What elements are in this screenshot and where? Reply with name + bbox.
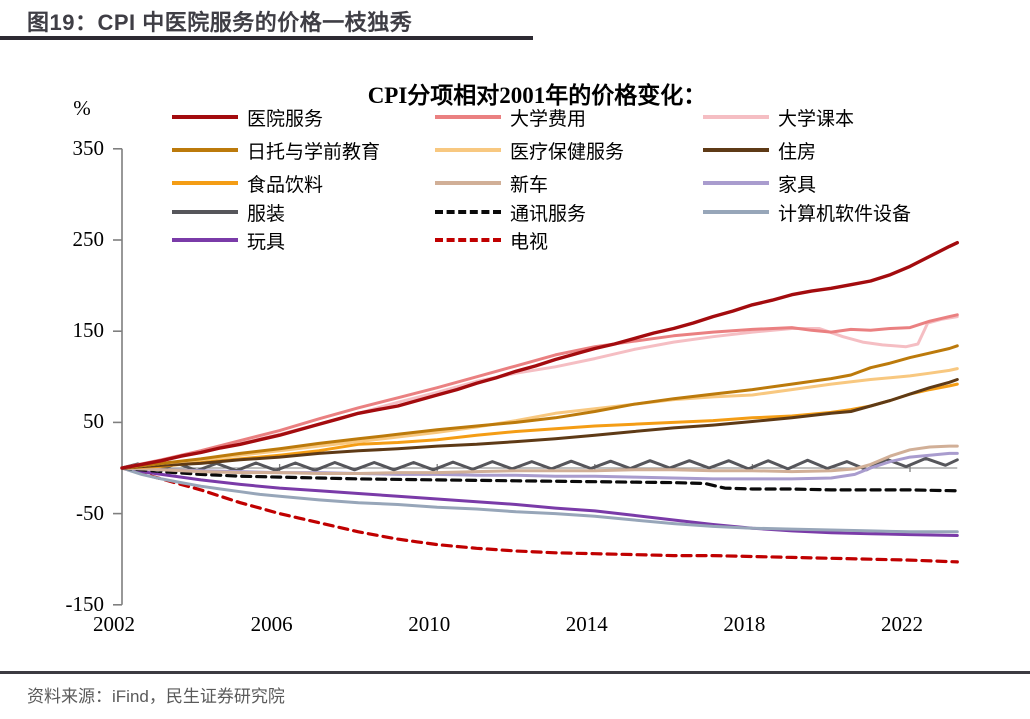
y-tick-label: -50 — [76, 500, 104, 525]
x-tick-label: 2002 — [93, 612, 135, 636]
legend-item: 大学课本 — [703, 106, 855, 130]
legend-swatch-icon — [703, 210, 769, 214]
legend-label: 服装 — [247, 203, 286, 225]
legend-item: 计算机软件设备 — [703, 201, 912, 225]
source-note: 资料来源：iFind，民生证券研究院 — [27, 687, 285, 706]
legend-swatch-icon — [703, 148, 769, 152]
series-line-电视 — [120, 466, 959, 564]
legend-item: 日托与学前教育 — [172, 139, 381, 163]
legend-label: 大学课本 — [778, 108, 855, 130]
legend-item: 食品饮料 — [172, 172, 324, 196]
legend-label: 医院服务 — [247, 108, 324, 130]
legend-label: 电视 — [510, 231, 549, 253]
series-line-玩具 — [120, 466, 959, 537]
y-tick-label: 350 — [72, 135, 105, 160]
legend-swatch-icon — [703, 115, 769, 119]
legend-label: 食品饮料 — [247, 174, 324, 196]
legend-swatch-icon — [172, 181, 238, 185]
legend-label: 医疗保健服务 — [510, 141, 625, 163]
legend-item: 电视 — [435, 229, 549, 253]
x-tick-label: 2006 — [250, 612, 293, 636]
series-line-通讯服务 — [120, 466, 959, 493]
legend-label: 日托与学前教育 — [247, 141, 381, 163]
series-line-医疗保健服务 — [120, 367, 959, 470]
legend-item: 住房 — [703, 139, 817, 163]
legend-swatch-icon — [435, 115, 501, 119]
source-separator — [0, 671, 1030, 674]
y-tick-label: 50 — [83, 409, 104, 434]
legend-swatch-icon — [172, 238, 238, 242]
figure-title: 图19：CPI 中医院服务的价格一枝独秀 — [27, 10, 413, 35]
y-tick-label: -150 — [65, 591, 105, 616]
series-line-医院服务 — [120, 240, 959, 470]
legend-item: 通讯服务 — [435, 201, 587, 225]
legend-swatch-icon — [703, 181, 769, 185]
x-tick-label: 2010 — [408, 612, 451, 636]
legend-label: 住房 — [778, 141, 817, 163]
legend-label: 新车 — [510, 174, 549, 196]
legend-label: 通讯服务 — [510, 203, 587, 225]
series-line-日托与学前教育 — [120, 344, 959, 470]
legend-swatch-icon — [172, 115, 238, 119]
legend-swatch-icon — [435, 210, 501, 214]
series-line-大学课本 — [120, 315, 959, 470]
y-axis-unit-label: % — [73, 96, 91, 120]
y-tick-label: 250 — [72, 227, 105, 251]
legend-label: 家具 — [778, 174, 817, 196]
series-line-大学费用 — [120, 313, 959, 470]
chart-title: CPI分项相对2001年的价格变化： — [367, 83, 707, 108]
series-line-新车 — [120, 444, 959, 475]
legend-item: 医院服务 — [172, 106, 324, 130]
legend-item: 新车 — [435, 172, 549, 196]
legend-item: 玩具 — [172, 229, 286, 253]
x-tick-label: 2014 — [565, 612, 608, 636]
legend-swatch-icon — [435, 148, 501, 152]
legend-item: 家具 — [703, 172, 817, 196]
series-line-服装 — [120, 456, 959, 473]
legend-swatch-icon — [172, 148, 238, 152]
legend-label: 大学费用 — [510, 108, 587, 130]
legend-item: 医疗保健服务 — [435, 139, 625, 163]
legend-swatch-icon — [435, 181, 501, 185]
legend-item: 服装 — [172, 201, 286, 225]
x-tick-label: 2018 — [723, 612, 766, 636]
legend-label: 玩具 — [247, 231, 286, 253]
series-line-住房 — [120, 378, 959, 470]
series-line-计算机软件设备 — [120, 466, 959, 534]
legend-item: 大学费用 — [435, 106, 587, 130]
legend-swatch-icon — [435, 238, 501, 242]
legend-label: 计算机软件设备 — [778, 203, 912, 225]
y-tick-label: 150 — [72, 318, 105, 343]
x-tick-label: 2022 — [881, 612, 923, 636]
legend-swatch-icon — [172, 210, 238, 214]
title-underline — [0, 36, 533, 40]
